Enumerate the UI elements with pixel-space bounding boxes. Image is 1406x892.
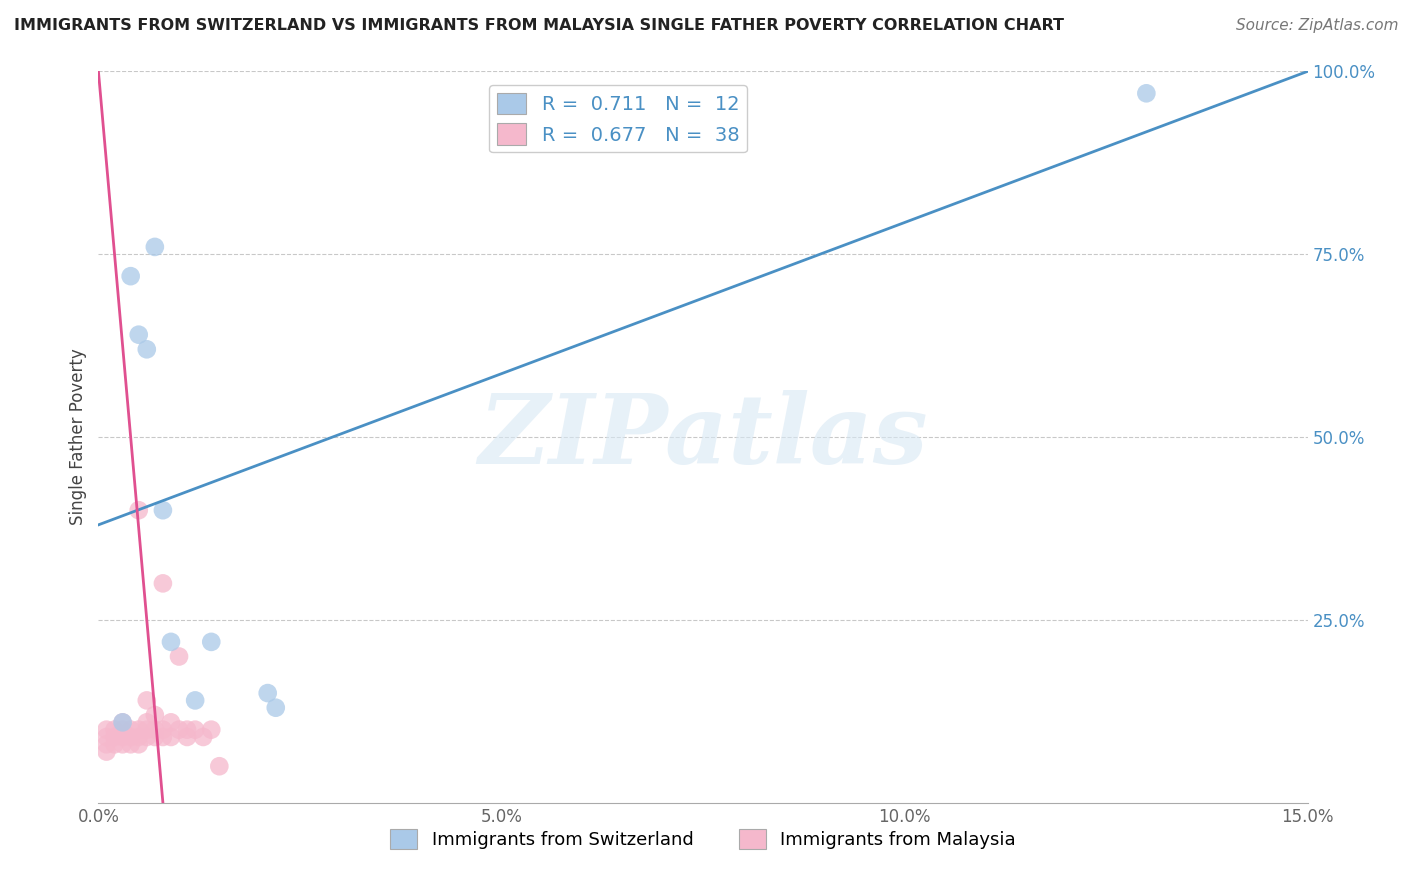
Text: IMMIGRANTS FROM SWITZERLAND VS IMMIGRANTS FROM MALAYSIA SINGLE FATHER POVERTY CO: IMMIGRANTS FROM SWITZERLAND VS IMMIGRANT… bbox=[14, 18, 1064, 33]
Point bbox=[128, 503, 150, 517]
Point bbox=[200, 635, 222, 649]
Point bbox=[135, 730, 157, 744]
Point bbox=[128, 723, 150, 737]
Point bbox=[103, 730, 125, 744]
Point bbox=[256, 686, 278, 700]
Point bbox=[167, 649, 190, 664]
Point bbox=[152, 576, 174, 591]
Point bbox=[111, 730, 134, 744]
Point bbox=[176, 723, 198, 737]
Point bbox=[135, 715, 157, 730]
Point bbox=[111, 737, 134, 751]
Point bbox=[96, 737, 118, 751]
Point bbox=[111, 715, 134, 730]
Point bbox=[160, 730, 183, 744]
Point bbox=[1135, 87, 1157, 101]
Point bbox=[143, 240, 166, 254]
Point bbox=[152, 723, 174, 737]
Point bbox=[135, 693, 157, 707]
Point bbox=[143, 708, 166, 723]
Point bbox=[135, 723, 157, 737]
Point bbox=[176, 730, 198, 744]
Point bbox=[184, 693, 207, 707]
Point bbox=[103, 737, 125, 751]
Point bbox=[143, 723, 166, 737]
Point bbox=[160, 715, 183, 730]
Point bbox=[193, 730, 215, 744]
Point bbox=[208, 759, 231, 773]
Point bbox=[200, 723, 222, 737]
Text: ZIPatlas: ZIPatlas bbox=[478, 390, 928, 484]
Point bbox=[167, 723, 190, 737]
Point bbox=[120, 269, 142, 284]
Point bbox=[152, 503, 174, 517]
Point bbox=[264, 700, 287, 714]
Point bbox=[184, 723, 207, 737]
Point bbox=[128, 327, 150, 342]
Point bbox=[120, 737, 142, 751]
Point bbox=[96, 745, 118, 759]
Point bbox=[120, 730, 142, 744]
Point bbox=[103, 723, 125, 737]
Point bbox=[160, 635, 183, 649]
Point bbox=[96, 723, 118, 737]
Point bbox=[96, 730, 118, 744]
Y-axis label: Single Father Poverty: Single Father Poverty bbox=[69, 349, 87, 525]
Legend: Immigrants from Switzerland, Immigrants from Malaysia: Immigrants from Switzerland, Immigrants … bbox=[382, 822, 1024, 856]
Text: Source: ZipAtlas.com: Source: ZipAtlas.com bbox=[1236, 18, 1399, 33]
Point bbox=[143, 730, 166, 744]
Point bbox=[128, 730, 150, 744]
Point bbox=[135, 343, 157, 357]
Point bbox=[111, 715, 134, 730]
Point bbox=[128, 737, 150, 751]
Point bbox=[120, 723, 142, 737]
Point bbox=[152, 730, 174, 744]
Point bbox=[111, 723, 134, 737]
